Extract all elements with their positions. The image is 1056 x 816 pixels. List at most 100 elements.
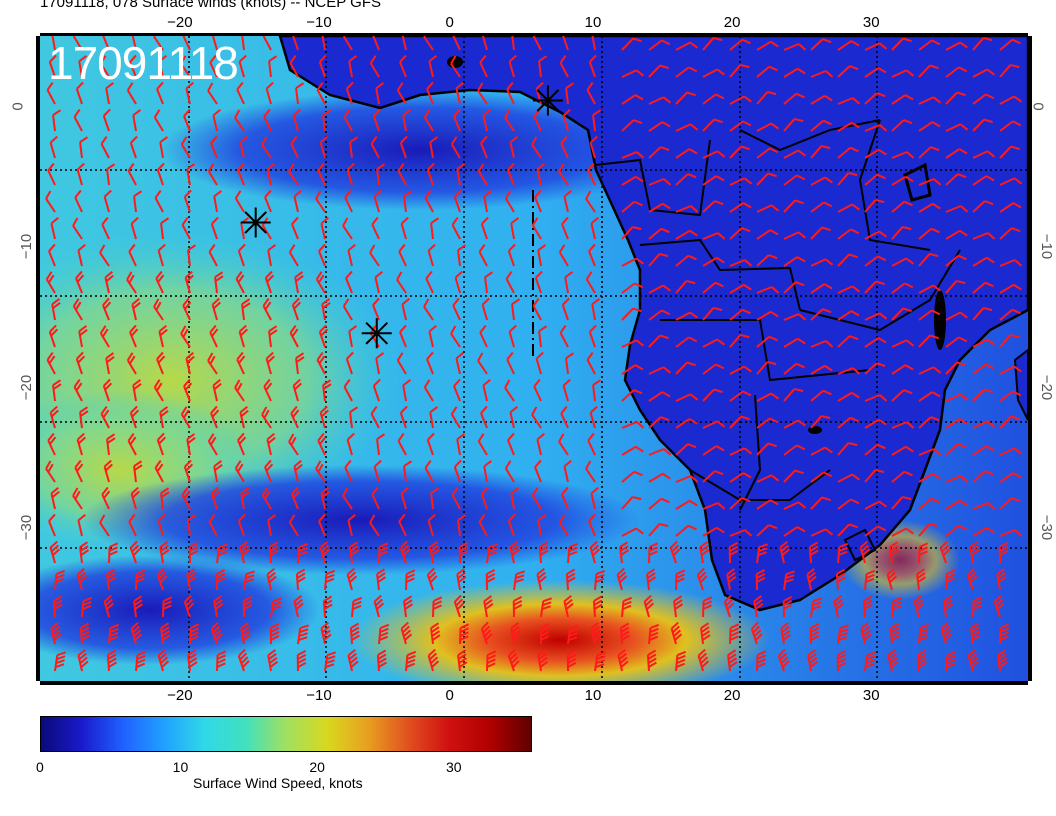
wind-barb xyxy=(72,36,83,51)
wind-barb xyxy=(266,432,276,456)
wind-barb xyxy=(370,136,380,159)
wind-barb xyxy=(729,227,751,240)
wind-barb xyxy=(234,109,245,132)
wind-barb xyxy=(450,325,461,348)
wind-barb xyxy=(945,393,969,402)
wind-barb xyxy=(559,55,569,78)
wind-barb xyxy=(756,90,777,105)
wind-barb xyxy=(290,135,299,159)
wind-barb xyxy=(211,36,218,51)
wind-barb xyxy=(864,500,887,510)
wind-barb xyxy=(810,446,833,456)
wind-barb xyxy=(810,258,834,267)
wind-barb xyxy=(451,217,461,240)
wind-barb xyxy=(45,460,56,483)
wind-barb xyxy=(945,205,969,213)
wind-barb xyxy=(559,325,569,348)
wind-barb xyxy=(918,522,939,537)
wind-barb xyxy=(477,433,488,456)
wind-barb xyxy=(509,405,518,429)
wind-barb xyxy=(918,366,942,375)
wind-barb xyxy=(864,280,885,294)
wind-barb xyxy=(891,200,913,213)
wind-barb xyxy=(864,42,888,51)
wind-barb xyxy=(506,351,515,375)
wind-barb xyxy=(157,648,170,672)
wind-barb xyxy=(648,227,670,240)
wind-barb xyxy=(423,109,434,132)
wind-barb xyxy=(702,175,725,186)
wind-barb xyxy=(102,108,111,132)
wind-barb xyxy=(240,487,250,510)
wind-barb xyxy=(160,487,170,510)
wind-barb xyxy=(756,499,779,510)
wind-barb xyxy=(50,621,62,645)
wind-barb xyxy=(400,486,409,510)
wind-barb xyxy=(426,162,435,186)
wind-barb xyxy=(837,416,859,429)
wind-barb xyxy=(372,297,380,321)
wind-barb xyxy=(945,229,968,240)
wind-barb xyxy=(675,475,699,483)
wind-barb xyxy=(399,324,407,348)
wind-barb xyxy=(504,190,515,213)
wind-barb xyxy=(292,378,302,402)
wind-barb xyxy=(48,54,57,78)
wind-barb xyxy=(261,487,272,510)
wind-barb xyxy=(891,119,913,132)
wind-barb xyxy=(265,81,274,105)
wind-barb xyxy=(810,471,833,483)
wind-barb xyxy=(837,441,858,456)
wind-barb xyxy=(315,190,326,213)
wind-barb xyxy=(450,136,461,159)
wind-barb xyxy=(451,487,461,510)
wind-barb xyxy=(918,227,940,240)
wind-barb xyxy=(702,502,726,510)
wind-barb xyxy=(79,406,89,429)
wind-barb xyxy=(153,109,164,132)
colorbar-tick-label: 10 xyxy=(172,759,189,775)
wind-barb xyxy=(891,257,914,267)
wind-barb xyxy=(999,120,1022,132)
wind-barb xyxy=(324,569,336,591)
wind-barb xyxy=(729,308,751,321)
wind-barb xyxy=(729,333,750,348)
wind-barbs xyxy=(45,36,1023,672)
wind-barb xyxy=(702,256,725,267)
wind-barb xyxy=(47,432,57,456)
wind-barb xyxy=(262,298,272,321)
wind-barb xyxy=(457,514,467,537)
wind-barb xyxy=(621,225,642,240)
wind-barb xyxy=(297,624,310,645)
wind-barb xyxy=(509,540,520,564)
wind-barb xyxy=(156,351,166,375)
wind-barb xyxy=(239,540,250,564)
wind-barb xyxy=(427,243,436,267)
wind-barb xyxy=(729,202,752,213)
wind-barb xyxy=(561,216,569,240)
lakes xyxy=(447,56,946,434)
wind-barb xyxy=(293,189,302,213)
wind-barb xyxy=(183,189,192,213)
wind-barb xyxy=(756,286,780,294)
wind-barb xyxy=(481,36,488,51)
wind-barb xyxy=(702,596,713,618)
wind-barb xyxy=(262,36,272,51)
wind-barb xyxy=(999,259,1023,267)
wind-barb xyxy=(833,594,844,618)
wind-barb xyxy=(783,92,805,105)
wind-barb xyxy=(99,514,110,537)
wind-barb xyxy=(399,135,408,159)
wind-barb xyxy=(484,271,494,294)
wind-barb xyxy=(621,470,643,483)
wind-barb xyxy=(675,361,696,375)
wind-barb xyxy=(76,432,86,456)
top-lon-label: −20 xyxy=(167,14,193,31)
wind-barb xyxy=(565,352,575,375)
wind-barb xyxy=(534,270,543,294)
marker-star-1 xyxy=(532,85,563,116)
wind-barb xyxy=(864,92,886,105)
wind-barb xyxy=(99,325,110,348)
wind-barb xyxy=(289,55,299,78)
wind-barb xyxy=(507,243,516,267)
